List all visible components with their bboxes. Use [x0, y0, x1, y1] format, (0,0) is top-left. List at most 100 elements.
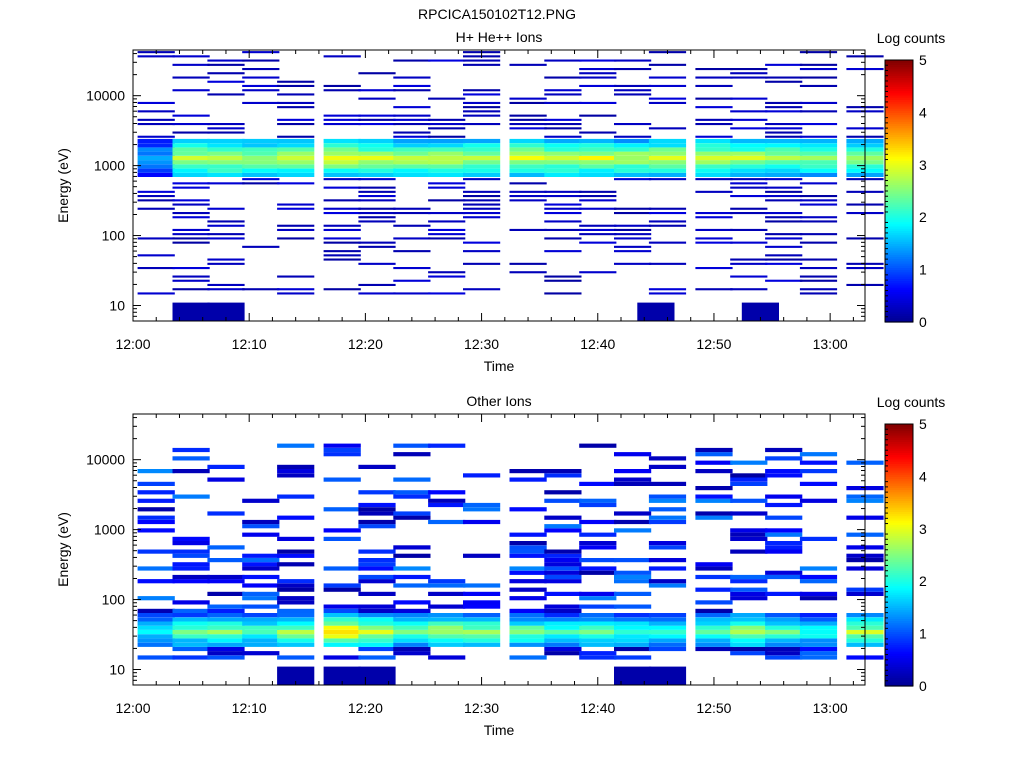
spectrogram-cell [277, 634, 315, 639]
spectrogram-cell [509, 617, 547, 622]
spectrogram-cell [695, 511, 733, 516]
spectrogram-cell [799, 51, 838, 54]
colorbar-swatch [885, 487, 913, 491]
spectrogram-cell [765, 212, 803, 215]
spectrogram-cell [323, 241, 361, 244]
colorbar-swatch [885, 546, 913, 550]
spectrogram-cell [428, 186, 466, 189]
colorbar-swatch [885, 528, 913, 532]
spectrogram-cell [207, 147, 245, 152]
spectrogram-cell [207, 127, 245, 130]
spectrogram-cell [614, 528, 652, 533]
colorbar-swatch [885, 276, 913, 279]
spectrogram-cell [579, 59, 617, 62]
colorbar-swatch [885, 313, 913, 317]
colorbar-swatch [885, 603, 913, 606]
spectrogram-cell [695, 168, 733, 173]
colorbar-swatch [885, 278, 913, 282]
colorbar-swatch [885, 199, 913, 203]
spectrogram-cell [242, 498, 280, 503]
colorbar-swatch [885, 243, 913, 247]
spectrogram-cell [614, 646, 652, 652]
colorbar-swatch [885, 500, 913, 504]
spectrogram-cell [614, 138, 652, 144]
colorbar-swatch [885, 587, 913, 591]
colorbar-swatch [885, 241, 913, 244]
spectrogram-cell [544, 524, 582, 529]
spectrogram-cell [277, 207, 315, 210]
spectrogram-cell [137, 147, 175, 152]
spectrogram-cell [730, 613, 768, 618]
spectrogram-cell [509, 570, 547, 575]
spectrogram-cell [695, 574, 733, 580]
colorbar-swatch [885, 583, 913, 587]
spectrogram-cell [765, 63, 803, 66]
spectrogram-cell [579, 114, 617, 117]
spectrogram-cell [172, 172, 210, 177]
colorbar-swatch [885, 228, 913, 231]
spectrogram-cell [648, 207, 687, 210]
spectrogram-cell [323, 583, 361, 588]
spectrogram-cell [137, 507, 175, 512]
colorbar-swatch [885, 424, 913, 427]
colorbar-swatch [885, 627, 913, 630]
colorbar-swatch [885, 607, 913, 611]
spectrogram-cell [695, 138, 733, 144]
colorbar-swatch [885, 186, 913, 190]
colorbar-swatch [885, 592, 913, 595]
colorbar-swatch [885, 430, 913, 434]
spectrogram-cell [323, 566, 361, 571]
spectrogram-cell [765, 262, 803, 265]
spectrogram-cell [579, 591, 617, 596]
colorbar-swatch [885, 520, 913, 523]
spectrogram-cell [242, 59, 280, 62]
spectrogram-cell [730, 473, 768, 478]
spectrogram-cell [242, 566, 280, 571]
colorbar-swatch [885, 463, 913, 467]
spectrogram-cell [544, 591, 582, 596]
spectrogram-cell [695, 190, 733, 193]
spectrogram-cell [172, 131, 210, 134]
spectrogram-cell [695, 288, 733, 291]
spectrogram-cell [428, 135, 466, 138]
spectrogram-cell [172, 233, 210, 236]
spectrogram-cell [358, 617, 396, 622]
colorbar-swatch [885, 317, 913, 321]
spectrogram-cell [393, 59, 431, 62]
colorbar-swatch [885, 92, 913, 96]
spectrogram-cell [207, 511, 245, 516]
spectrogram-cell [137, 190, 175, 193]
spectrogram-cell [323, 536, 361, 541]
spectrogram-cell [509, 190, 547, 193]
spectrogram-cell [463, 199, 501, 202]
colorbar-swatch [885, 136, 913, 140]
colorbar-swatch [885, 195, 913, 199]
colorbar-swatch [885, 675, 913, 678]
spectrogram-cell [730, 168, 768, 173]
spectrogram-cell [765, 110, 803, 113]
spectrogram-cell [730, 275, 768, 278]
spectrogram-cell [648, 621, 687, 626]
spectrogram-cell [393, 89, 431, 92]
colorbar-swatch [885, 611, 913, 615]
spectrogram-cell [695, 460, 733, 465]
spectrogram-cell [765, 220, 803, 223]
spectrogram-cell [695, 646, 733, 652]
x-tick-label: 13:00 [813, 336, 848, 352]
colorbar-swatch [885, 679, 913, 683]
colorbar: 0 1 2 3 4 5 Log counts [877, 394, 946, 694]
spectrogram-cell [463, 89, 501, 92]
spectrogram-cell [765, 655, 803, 660]
x-tick-label: 12:40 [580, 336, 615, 352]
spectrogram-cell [730, 634, 768, 639]
spectrogram-cell [207, 72, 245, 75]
spectrogram-cell [765, 447, 803, 453]
spectrogram-cell [323, 642, 361, 647]
spectrogram-cell [799, 288, 838, 291]
spectrogram-cell [695, 160, 733, 165]
spectrogram-cell [648, 155, 687, 161]
spectrogram-cell [358, 511, 396, 516]
spectrogram-cell [242, 596, 280, 601]
spectrogram-cell [172, 199, 210, 202]
spectrogram-cell [207, 224, 245, 227]
